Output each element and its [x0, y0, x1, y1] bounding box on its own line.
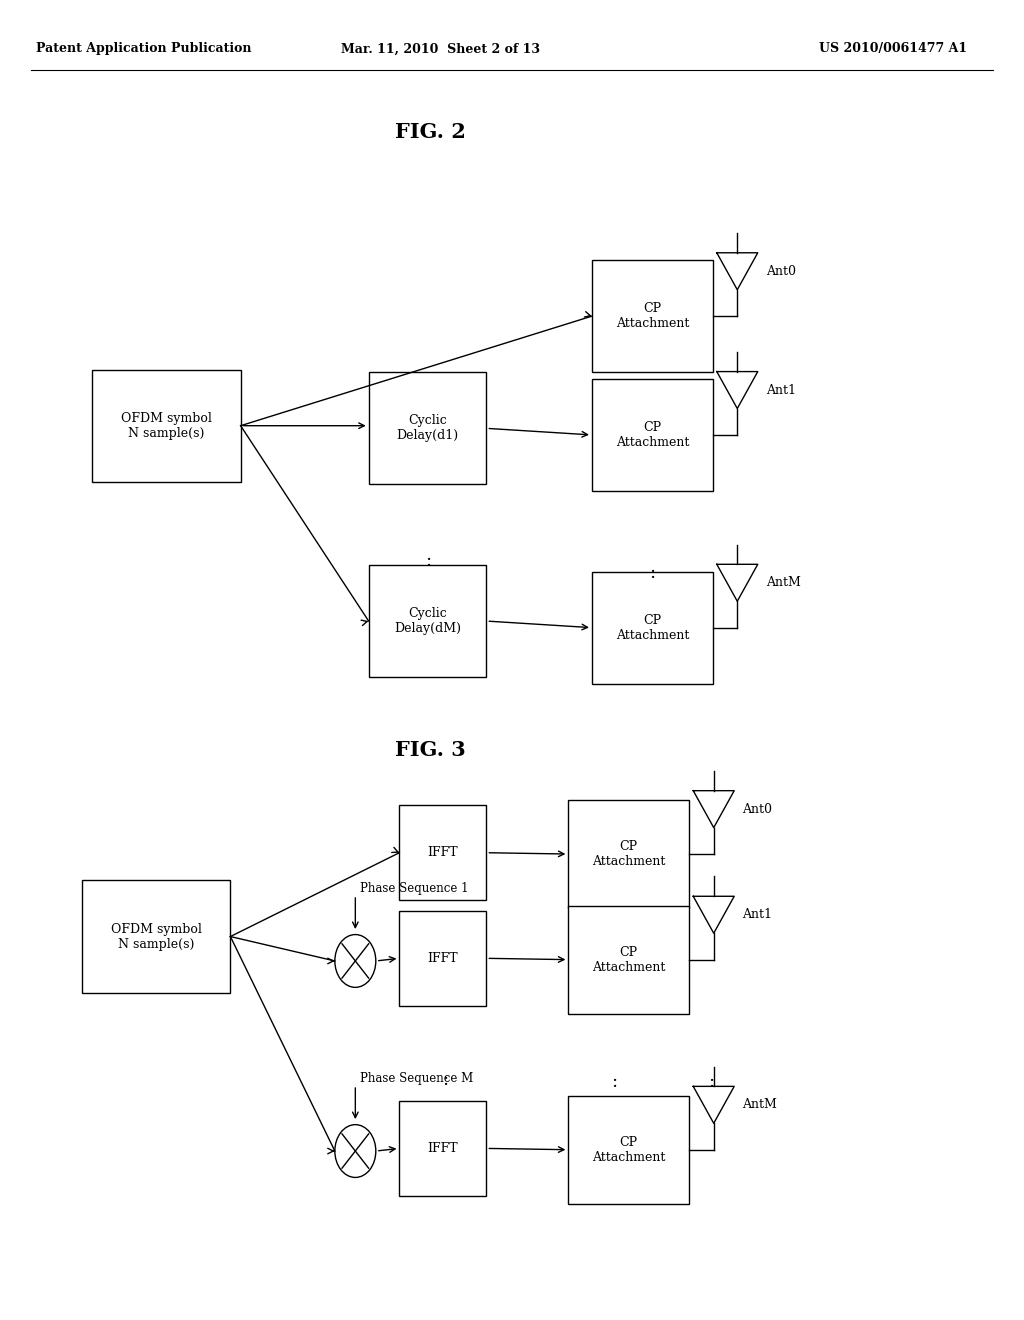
Text: IFFT: IFFT: [428, 1142, 458, 1155]
Text: :: :: [709, 1073, 715, 1092]
Text: CP
Attachment: CP Attachment: [592, 945, 666, 974]
Text: IFFT: IFFT: [428, 846, 458, 859]
Text: CP
Attachment: CP Attachment: [615, 302, 689, 330]
FancyBboxPatch shape: [568, 906, 689, 1014]
Text: Phase Sequence 1: Phase Sequence 1: [360, 882, 469, 895]
Text: Cyclic
Delay(dM): Cyclic Delay(dM): [394, 607, 461, 635]
FancyBboxPatch shape: [399, 1101, 486, 1196]
Text: Ant0: Ant0: [766, 265, 796, 277]
Text: Mar. 11, 2010  Sheet 2 of 13: Mar. 11, 2010 Sheet 2 of 13: [341, 42, 540, 55]
FancyBboxPatch shape: [568, 1096, 689, 1204]
Text: CP
Attachment: CP Attachment: [592, 840, 666, 869]
FancyBboxPatch shape: [369, 565, 486, 677]
FancyBboxPatch shape: [592, 260, 713, 372]
Text: CP
Attachment: CP Attachment: [592, 1135, 666, 1164]
Text: :: :: [425, 552, 431, 570]
FancyBboxPatch shape: [568, 800, 689, 908]
Text: Patent Application Publication: Patent Application Publication: [36, 42, 251, 55]
Text: CP
Attachment: CP Attachment: [615, 421, 689, 449]
FancyBboxPatch shape: [399, 911, 486, 1006]
Text: Ant1: Ant1: [742, 908, 772, 921]
Text: :: :: [649, 564, 655, 582]
Text: CP
Attachment: CP Attachment: [615, 614, 689, 642]
Text: Cyclic
Delay(d1): Cyclic Delay(d1): [396, 414, 459, 442]
Text: :: :: [611, 1073, 617, 1092]
Text: Phase Sequence M: Phase Sequence M: [360, 1072, 474, 1085]
Text: OFDM symbol
N sample(s): OFDM symbol N sample(s): [111, 923, 202, 950]
Text: FIG. 3: FIG. 3: [394, 739, 466, 760]
Text: OFDM symbol
N sample(s): OFDM symbol N sample(s): [121, 412, 212, 440]
FancyBboxPatch shape: [592, 379, 713, 491]
FancyBboxPatch shape: [92, 370, 241, 482]
Text: Ant0: Ant0: [742, 803, 772, 816]
Text: IFFT: IFFT: [428, 952, 458, 965]
Text: AntM: AntM: [766, 577, 801, 589]
FancyBboxPatch shape: [82, 880, 230, 993]
FancyBboxPatch shape: [399, 805, 486, 900]
Text: AntM: AntM: [742, 1098, 777, 1111]
FancyBboxPatch shape: [369, 372, 486, 484]
Text: US 2010/0061477 A1: US 2010/0061477 A1: [819, 42, 968, 55]
Text: FIG. 2: FIG. 2: [394, 121, 466, 143]
Text: Ant1: Ant1: [766, 384, 796, 396]
FancyBboxPatch shape: [592, 572, 713, 684]
Text: :: :: [442, 1071, 449, 1089]
